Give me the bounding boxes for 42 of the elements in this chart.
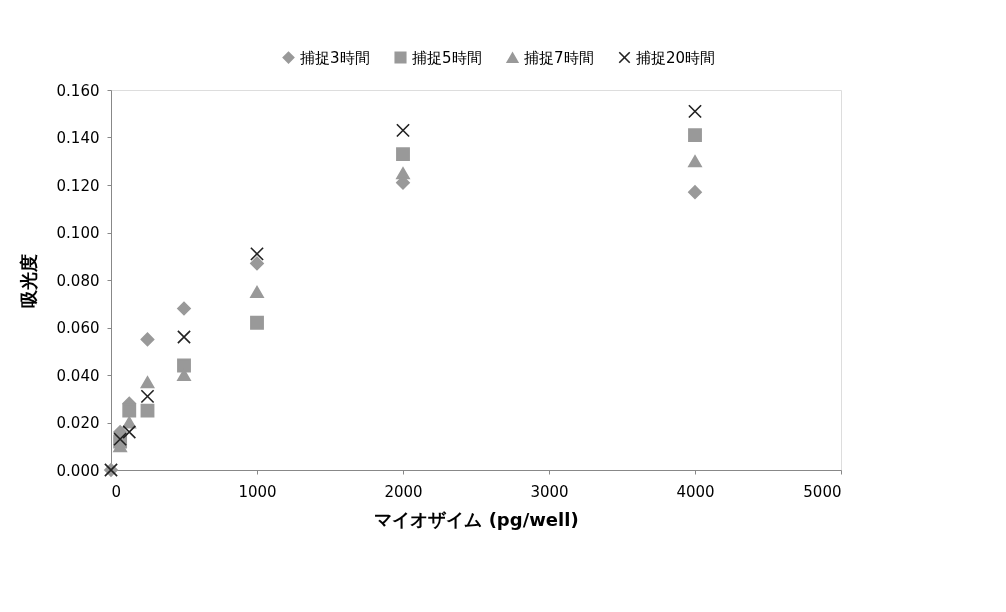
x-tick-label: 0 [111,482,122,501]
point [396,167,410,180]
legend-label: 捕捉7時間 [524,48,594,67]
point [396,123,410,138]
point [250,246,264,261]
point [122,425,137,439]
y-tick-label: 0.100 [56,224,100,242]
point [177,301,191,316]
point [140,332,155,347]
y-tick-label: 0.040 [56,366,100,385]
point [140,389,155,404]
y-tick-label: 0.000 [56,461,100,480]
point [122,416,137,429]
y-tick-label: 0.140 [56,129,100,147]
point [140,376,155,389]
y-tick-label: 0.160 [56,81,100,100]
x-tick-label: 5000 [803,482,842,501]
point [250,315,264,330]
x-tick-label: 4000 [676,482,715,501]
point [250,256,264,271]
point [250,285,264,298]
point [688,185,702,200]
x-tick-label: 3000 [530,482,569,501]
point [688,128,702,143]
y-tick-label: 0.080 [56,271,100,290]
x-tick-label: 1000 [238,482,277,501]
legend-label: 捕捉3時間 [300,48,370,67]
x-axis-title: マイオザイム (pg/well) [374,508,579,530]
point [177,330,191,344]
y-tick-label: 0.120 [56,176,100,195]
y-axis-title: 吸光度 [17,253,39,308]
point [177,358,191,373]
legend-label: 捕捉5時間 [412,48,482,67]
y-tick-label: 0.060 [56,319,100,337]
point [122,403,137,418]
y-tick-label: 0.020 [56,414,100,432]
point [688,104,702,119]
legend-label: 捕捉20時間 [636,48,716,67]
point [140,403,155,418]
x-tick-label: 2000 [384,482,423,501]
point [688,155,702,168]
point [396,147,410,162]
